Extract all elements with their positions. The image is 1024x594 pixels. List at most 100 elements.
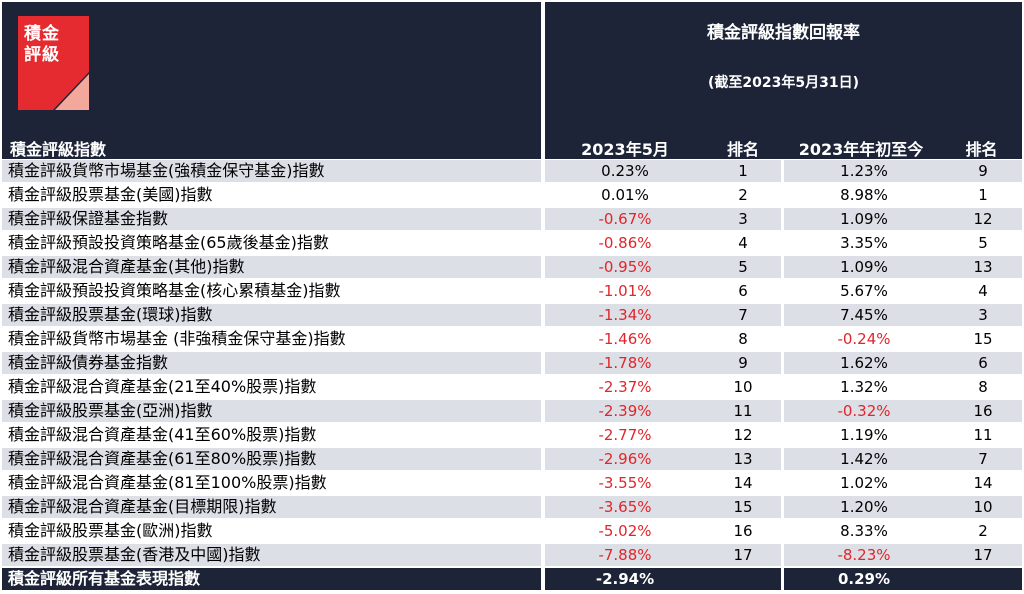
index-name-cell: 積金評級預設投資策略基金(核心累積基金)指數 [8, 281, 341, 300]
footer-rank-may-blank [705, 568, 781, 590]
index-name-cell: 積金評級貨幣市場基金(強積金保守基金)指數 [2, 160, 541, 182]
table-row: 積金評級混合資產基金(21至40%股票)指數 -2.37% 10 1.32% 8 [0, 376, 1024, 400]
ytd-return-cell: 1.32% [840, 378, 888, 396]
ytd-return-cell: -8.23% [784, 544, 944, 566]
ytd-return-cell: 8.98% [840, 186, 888, 204]
rank-ytd-cell: 14 [973, 474, 993, 492]
may-return-cell: -2.39% [545, 400, 705, 422]
rank-may-cell: 5 [705, 256, 781, 278]
column-header-rank-may: 排名 [726, 140, 759, 159]
header-left-panel: 積金 評級 積金評級指數 [2, 2, 541, 159]
ytd-return-cell: 1.19% [840, 426, 888, 444]
index-name-cell: 積金評級混合資產基金(81至100%股票)指數 [8, 473, 327, 492]
rank-may-cell: 6 [738, 282, 748, 300]
table-row: 積金評級預設投資策略基金(65歲後基金)指數 -0.86% 4 3.35% 5 [0, 232, 1024, 256]
table-row: 積金評級股票基金(亞洲)指數 -2.39% 11 -0.32% 16 [0, 400, 1024, 424]
logo-line-2: 評級 [24, 45, 60, 65]
ytd-return-cell: 1.62% [784, 352, 944, 374]
rank-ytd-cell: 11 [973, 426, 993, 444]
rank-ytd-cell: 17 [944, 544, 1022, 566]
report-subtitle: (截至2023年5月31日) [708, 75, 859, 91]
may-return-cell: -5.02% [598, 522, 652, 540]
rank-ytd-cell: 7 [944, 448, 1022, 470]
report-title: 積金評級指數回報率 [707, 23, 860, 43]
ytd-return-cell: 1.20% [784, 496, 944, 518]
may-return-cell: -2.37% [598, 378, 652, 396]
rank-may-cell: 16 [733, 522, 753, 540]
table-row: 積金評級混合資產基金(41至60%股票)指數 -2.77% 12 1.19% 11 [0, 424, 1024, 448]
index-name-cell: 積金評級股票基金(美國)指數 [8, 185, 213, 204]
footer-may-return: -2.94% [545, 568, 705, 590]
index-name-cell: 積金評級股票基金(香港及中國)指數 [2, 544, 541, 566]
rank-ytd-cell: 2 [978, 522, 988, 540]
ytd-return-cell: 5.67% [840, 282, 888, 300]
may-return-cell: -1.46% [598, 330, 652, 348]
ytd-return-cell: 1.42% [784, 448, 944, 470]
may-return-cell: 0.01% [601, 186, 649, 204]
column-header-rank-ytd: 排名 [965, 140, 998, 159]
rank-ytd-cell: 4 [978, 282, 988, 300]
table-row: 積金評級預設投資策略基金(核心累積基金)指數 -1.01% 6 5.67% 4 [0, 280, 1024, 304]
table-row: 積金評級混合資產基金(81至100%股票)指數 -3.55% 14 1.02% 14 [0, 472, 1024, 496]
rank-ytd-cell: 5 [978, 234, 988, 252]
may-return-cell: -0.67% [545, 208, 705, 230]
logo-line-1: 積金 [24, 24, 60, 44]
rank-may-cell: 14 [733, 474, 753, 492]
index-name-cell: 積金評級混合資產基金(其他)指數 [2, 256, 541, 278]
ytd-return-cell: -0.32% [784, 400, 944, 422]
index-name-cell: 積金評級混合資產基金(61至80%股票)指數 [2, 448, 541, 470]
index-name-cell: 積金評級債券基金指數 [2, 352, 541, 374]
column-header-index: 積金評級指數 [10, 140, 107, 159]
index-name-cell: 積金評級股票基金(歐洲)指數 [8, 521, 213, 540]
index-name-cell: 積金評級股票基金(環球)指數 [2, 304, 541, 326]
rank-may-cell: 8 [738, 330, 748, 348]
index-name-cell: 積金評級保證基金指數 [2, 208, 541, 230]
rank-may-cell: 12 [733, 426, 753, 444]
table-row: 積金評級股票基金(香港及中國)指數 -7.88% 17 -8.23% 17 [0, 544, 1024, 568]
rank-ytd-cell: 10 [944, 496, 1022, 518]
table-footer-row: 積金評級所有基金表現指數 -2.94% 0.29% [0, 568, 1024, 592]
rank-may-cell: 9 [705, 352, 781, 374]
may-return-cell: -7.88% [545, 544, 705, 566]
footer-index-name: 積金評級所有基金表現指數 [2, 568, 541, 590]
index-name-cell: 積金評級股票基金(亞洲)指數 [2, 400, 541, 422]
rank-may-cell: 11 [705, 400, 781, 422]
rank-ytd-cell: 16 [944, 400, 1022, 422]
logo-text: 積金 評級 [24, 24, 60, 66]
ytd-return-cell: 1.09% [784, 208, 944, 230]
rank-ytd-cell: 8 [978, 378, 988, 396]
rank-ytd-cell: 9 [944, 160, 1022, 182]
rank-may-cell: 3 [705, 208, 781, 230]
table-row: 積金評級貨幣市場基金(強積金保守基金)指數 0.23% 1 1.23% 9 [0, 160, 1024, 184]
footer-ytd-return: 0.29% [784, 568, 944, 590]
rank-may-cell: 1 [705, 160, 781, 182]
may-return-cell: -3.65% [545, 496, 705, 518]
footer-rank-ytd-blank [944, 568, 1022, 590]
may-return-cell: -0.95% [545, 256, 705, 278]
may-return-cell: 0.23% [545, 160, 705, 182]
may-return-cell: -1.78% [545, 352, 705, 374]
may-return-cell: -0.86% [598, 234, 652, 252]
table-row: 積金評級貨幣市場基金 (非強積金保守基金)指數 -1.46% 8 -0.24% 15 [0, 328, 1024, 352]
rank-ytd-cell: 12 [944, 208, 1022, 230]
table-row: 積金評級股票基金(環球)指數 -1.34% 7 7.45% 3 [0, 304, 1024, 328]
rank-may-cell: 17 [705, 544, 781, 566]
rank-may-cell: 4 [738, 234, 748, 252]
ytd-return-cell: 8.33% [840, 522, 888, 540]
ytd-return-cell: -0.24% [837, 330, 891, 348]
table-row: 積金評級股票基金(歐洲)指數 -5.02% 16 8.33% 2 [0, 520, 1024, 544]
rank-ytd-cell: 15 [973, 330, 993, 348]
ytd-return-cell: 1.23% [784, 160, 944, 182]
header-right-panel: 積金評級指數回報率 (截至2023年5月31日) 2023年5月 排名 2023… [545, 2, 1022, 159]
index-name-cell: 積金評級貨幣市場基金 (非強積金保守基金)指數 [8, 329, 346, 348]
index-name-cell: 積金評級混合資產基金(21至40%股票)指數 [8, 377, 317, 396]
table-row: 積金評級股票基金(美國)指數 0.01% 2 8.98% 1 [0, 184, 1024, 208]
column-header-ytd-2023: 2023年年初至今 [798, 140, 924, 159]
rank-may-cell: 13 [705, 448, 781, 470]
rank-may-cell: 10 [733, 378, 753, 396]
ytd-return-cell: 1.02% [840, 474, 888, 492]
may-return-cell: -2.77% [598, 426, 652, 444]
may-return-cell: -3.55% [598, 474, 652, 492]
table-row: 積金評級混合資產基金(其他)指數 -0.95% 5 1.09% 13 [0, 256, 1024, 280]
table-row: 積金評級債券基金指數 -1.78% 9 1.62% 6 [0, 352, 1024, 376]
